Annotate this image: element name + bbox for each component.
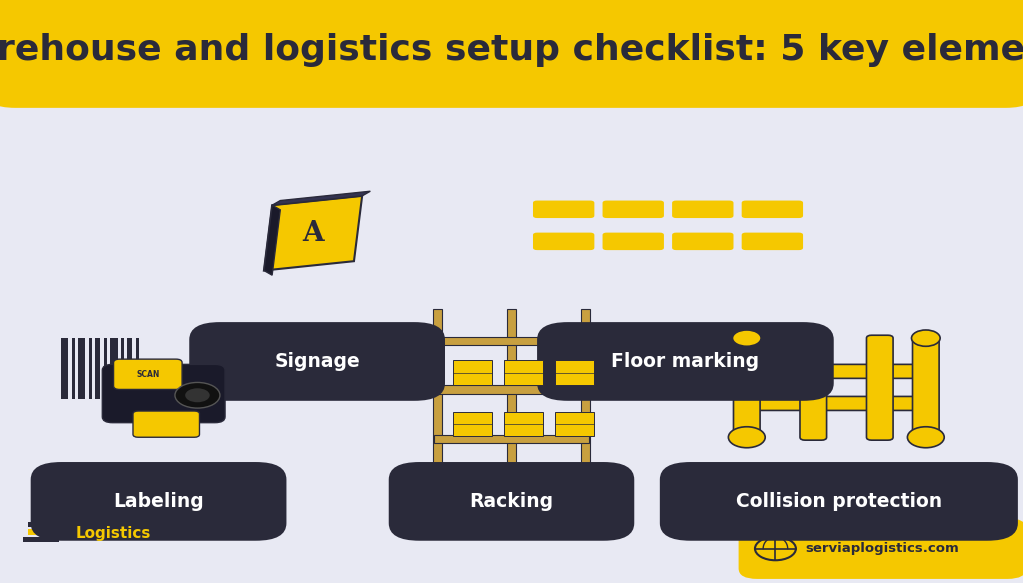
- Text: SCAN: SCAN: [137, 370, 160, 379]
- FancyBboxPatch shape: [102, 364, 225, 423]
- FancyBboxPatch shape: [61, 338, 68, 399]
- FancyBboxPatch shape: [89, 338, 92, 399]
- FancyBboxPatch shape: [389, 462, 634, 541]
- FancyBboxPatch shape: [133, 411, 199, 437]
- FancyBboxPatch shape: [127, 338, 132, 399]
- FancyBboxPatch shape: [33, 507, 37, 512]
- FancyBboxPatch shape: [603, 201, 664, 218]
- Text: Labeling: Labeling: [114, 492, 204, 511]
- FancyBboxPatch shape: [434, 309, 442, 466]
- FancyBboxPatch shape: [453, 360, 492, 385]
- FancyBboxPatch shape: [800, 335, 827, 440]
- Polygon shape: [272, 191, 370, 205]
- FancyBboxPatch shape: [0, 0, 1023, 108]
- FancyBboxPatch shape: [189, 322, 445, 401]
- Text: Floor marking: Floor marking: [612, 352, 759, 371]
- FancyBboxPatch shape: [913, 335, 939, 440]
- FancyBboxPatch shape: [31, 462, 286, 541]
- FancyBboxPatch shape: [866, 335, 893, 440]
- FancyBboxPatch shape: [453, 412, 492, 436]
- FancyBboxPatch shape: [603, 233, 664, 250]
- FancyBboxPatch shape: [121, 338, 124, 399]
- Text: Collision protection: Collision protection: [736, 492, 942, 511]
- FancyBboxPatch shape: [23, 537, 59, 542]
- Circle shape: [185, 388, 210, 402]
- FancyBboxPatch shape: [28, 529, 56, 535]
- FancyBboxPatch shape: [533, 233, 594, 250]
- FancyBboxPatch shape: [672, 233, 733, 250]
- FancyBboxPatch shape: [581, 309, 589, 466]
- FancyBboxPatch shape: [555, 360, 594, 385]
- FancyBboxPatch shape: [672, 201, 733, 218]
- Circle shape: [907, 427, 944, 448]
- FancyBboxPatch shape: [742, 233, 803, 250]
- FancyBboxPatch shape: [735, 364, 938, 378]
- FancyBboxPatch shape: [742, 201, 803, 218]
- FancyBboxPatch shape: [533, 201, 594, 218]
- FancyBboxPatch shape: [434, 337, 589, 345]
- FancyBboxPatch shape: [739, 518, 1023, 579]
- Text: Racking: Racking: [470, 492, 553, 511]
- FancyBboxPatch shape: [28, 522, 48, 527]
- Polygon shape: [264, 205, 280, 275]
- FancyBboxPatch shape: [555, 412, 594, 436]
- FancyBboxPatch shape: [537, 322, 834, 401]
- FancyBboxPatch shape: [504, 412, 543, 436]
- Circle shape: [728, 427, 765, 448]
- FancyBboxPatch shape: [72, 338, 75, 399]
- Text: serviaplogistics.com: serviaplogistics.com: [805, 542, 959, 555]
- Circle shape: [911, 330, 940, 346]
- FancyBboxPatch shape: [33, 514, 45, 519]
- FancyBboxPatch shape: [78, 338, 85, 399]
- FancyBboxPatch shape: [95, 338, 100, 399]
- Text: Logistics: Logistics: [76, 526, 151, 541]
- FancyBboxPatch shape: [660, 462, 1018, 541]
- Text: Serviap: Serviap: [76, 512, 141, 528]
- FancyBboxPatch shape: [507, 309, 516, 466]
- Polygon shape: [264, 196, 362, 271]
- Circle shape: [732, 330, 761, 346]
- Text: Warehouse and logistics setup checklist: 5 key elements: Warehouse and logistics setup checklist:…: [0, 33, 1023, 67]
- Text: A: A: [302, 220, 324, 247]
- FancyBboxPatch shape: [434, 435, 589, 443]
- FancyBboxPatch shape: [136, 338, 139, 399]
- Text: Signage: Signage: [274, 352, 360, 371]
- FancyBboxPatch shape: [434, 385, 589, 394]
- FancyBboxPatch shape: [110, 338, 118, 399]
- FancyBboxPatch shape: [735, 396, 938, 410]
- FancyBboxPatch shape: [733, 335, 760, 440]
- FancyBboxPatch shape: [114, 359, 182, 389]
- FancyBboxPatch shape: [104, 338, 107, 399]
- Circle shape: [175, 382, 220, 408]
- FancyBboxPatch shape: [504, 360, 543, 385]
